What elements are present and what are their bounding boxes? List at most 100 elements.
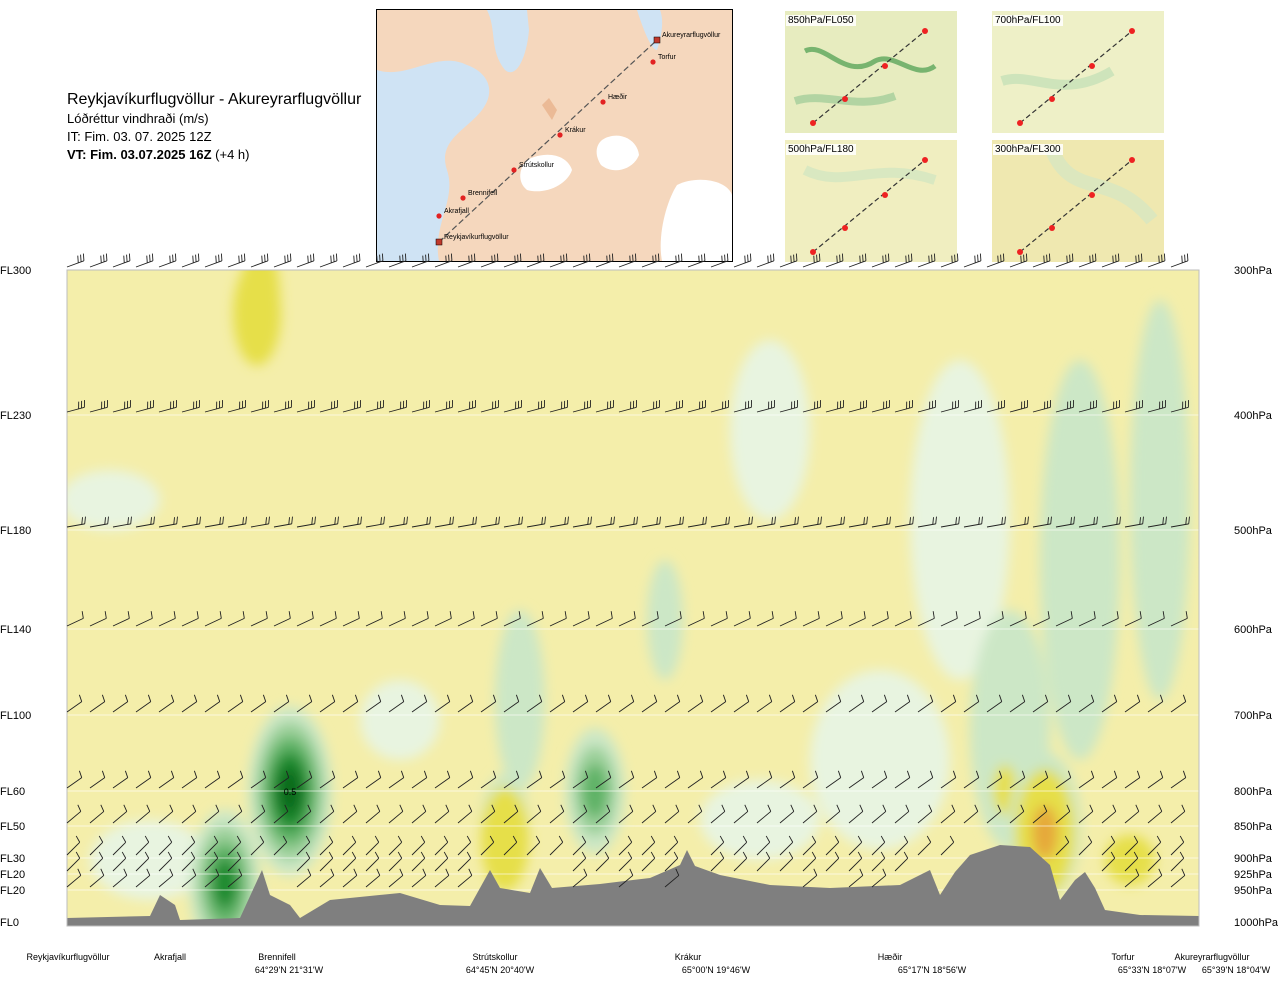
- wind-barb: [227, 770, 244, 789]
- wind-barb: [388, 804, 404, 824]
- wind-barb: [1124, 611, 1142, 627]
- wind-barb: [848, 694, 865, 713]
- wind-barb: [618, 516, 638, 528]
- wind-barb: [388, 253, 407, 268]
- wind-barb: [1055, 694, 1072, 713]
- wind-barb: [572, 851, 587, 872]
- waypoint-label: Akrafjall: [154, 952, 186, 962]
- wind-barb: [89, 516, 109, 528]
- wind-barb: [1170, 835, 1185, 856]
- waypoint-label: Torfur: [1111, 952, 1134, 962]
- wind-barb: [434, 770, 451, 789]
- wind-barb: [1124, 851, 1139, 872]
- wind-barb: [135, 400, 154, 413]
- wind-barb: [388, 835, 403, 856]
- wind-barb: [549, 770, 566, 789]
- wind-barb: [273, 770, 290, 789]
- wind-barb: [181, 516, 201, 528]
- wind-barb: [1147, 611, 1165, 627]
- level-map-850: 850hPa/FL050: [785, 11, 957, 133]
- wind-barb: [733, 400, 752, 413]
- wind-barb: [1078, 835, 1093, 856]
- wind-barb: [572, 611, 590, 627]
- wind-barb: [342, 868, 358, 888]
- wind-barb: [1101, 770, 1118, 789]
- wind-barb: [710, 253, 729, 268]
- wind-barb: [135, 516, 155, 528]
- route-line: [438, 39, 658, 243]
- wind-barb: [894, 400, 913, 413]
- flight-level-label: FL140: [0, 624, 31, 636]
- wind-barb: [687, 253, 706, 268]
- wind-barb: [802, 400, 821, 413]
- wind-barb: [89, 868, 105, 888]
- wind-barb: [572, 400, 591, 413]
- wind-barb: [618, 851, 633, 872]
- wind-barb: [181, 851, 196, 872]
- map-waypoint-label: Strútskollur: [519, 162, 555, 169]
- valid-time: VT: Fim. 03.07.2025 16Z (+4 h): [67, 146, 361, 164]
- wind-barb: [158, 694, 175, 713]
- wind-barb: [434, 835, 449, 856]
- wind-barb: [618, 400, 637, 413]
- flight-level-label: FL50: [0, 821, 25, 833]
- airport-marker: [653, 36, 661, 44]
- wind-barb: [158, 253, 177, 268]
- wind-barb: [756, 516, 776, 528]
- wind-barb: [434, 253, 453, 268]
- wind-barb: [779, 400, 798, 413]
- wind-barb: [986, 253, 1005, 268]
- wind-barb: [296, 253, 315, 268]
- waypoint-coordinate: 65°33'N 18°07'W: [1118, 965, 1187, 975]
- field-texture-blob: [730, 340, 810, 520]
- wind-barb: [365, 694, 382, 713]
- wind-barb: [319, 851, 334, 872]
- wind-barb: [342, 770, 359, 789]
- wind-barb: [158, 851, 173, 872]
- chart-title-block: Reykjavíkurflugvöllur - Akureyrarflugvöl…: [67, 90, 361, 164]
- wind-barb: [342, 694, 359, 713]
- wind-barb: [986, 804, 1002, 824]
- wind-barb: [135, 770, 152, 789]
- wind-barb: [756, 804, 772, 824]
- wind-barb: [940, 400, 959, 413]
- map-waypoint-label: Akrafjall: [444, 208, 469, 215]
- wind-barb: [664, 835, 679, 856]
- wind-barb: [411, 770, 428, 789]
- wind-barb: [940, 694, 957, 713]
- wind-barb: [89, 611, 107, 627]
- wind-barb: [503, 611, 521, 627]
- waypoint-coordinate: 65°17'N 18°56'W: [898, 965, 967, 975]
- waypoint-coordinate: 64°45'N 20°40'W: [466, 965, 535, 975]
- pressure-level-label: 300hPa: [1234, 265, 1273, 277]
- wind-barb: [1078, 253, 1097, 268]
- wind-barb: [135, 804, 151, 824]
- wind-barb: [250, 611, 268, 627]
- wind-barb: [112, 835, 127, 856]
- wind-barb: [112, 694, 129, 713]
- field-texture-blob: [1130, 300, 1190, 700]
- map-waypoint-label: Reykjavíkurflugvöllur: [444, 234, 509, 241]
- wind-barb: [204, 694, 221, 713]
- wind-barb: [1009, 770, 1026, 789]
- wind-barb: [319, 868, 335, 888]
- wind-barb: [917, 253, 936, 268]
- wind-barb: [296, 835, 311, 856]
- wind-barb: [204, 835, 219, 856]
- wind-barb: [894, 611, 912, 627]
- wind-barb: [894, 516, 914, 528]
- wind-barb: [411, 868, 427, 888]
- wind-barb: [112, 516, 132, 528]
- wind-barb: [1078, 804, 1094, 824]
- wind-barb: [112, 770, 129, 789]
- wind-barb: [112, 253, 131, 268]
- wind-barb: [1101, 253, 1120, 268]
- downdraft-contour: [242, 282, 272, 345]
- wind-barb: [388, 868, 404, 888]
- wind-barb: [641, 835, 656, 856]
- wind-barb: [779, 835, 794, 856]
- wind-barb: [710, 611, 728, 627]
- wind-barb: [388, 770, 405, 789]
- wind-barb: [1101, 694, 1118, 713]
